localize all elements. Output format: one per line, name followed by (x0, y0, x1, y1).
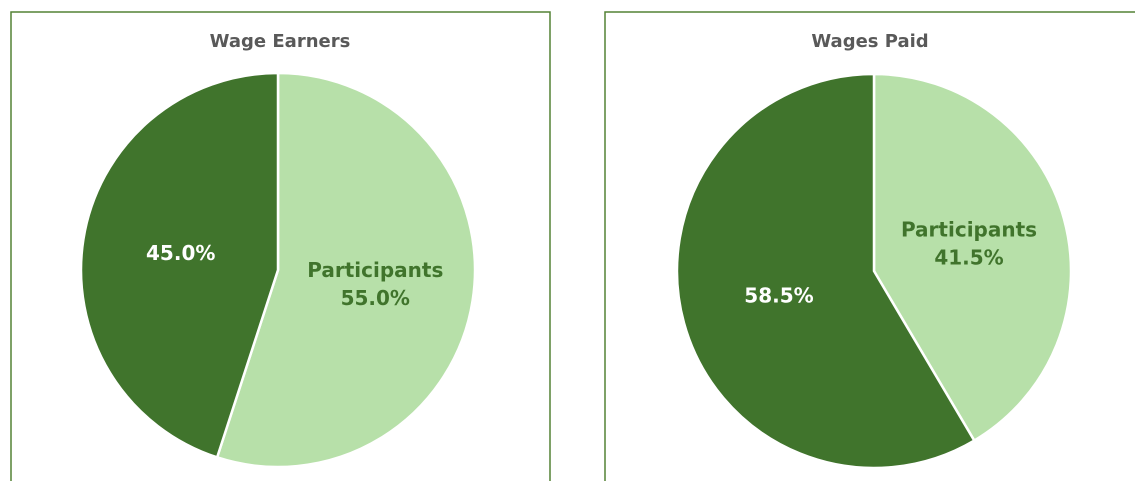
chart-title: Wages Paid (811, 31, 928, 52)
data-label: 58.5% (744, 283, 813, 307)
panel-border (604, 11, 1135, 481)
pie-slice (872, 72, 1073, 443)
chart-title: Wage Earners (210, 31, 351, 52)
panel-border (10, 11, 551, 481)
data-label: 45.0% (146, 241, 215, 265)
data-label-name: Participants (307, 258, 443, 282)
data-label-name: Participants (901, 218, 1037, 242)
pie-slice (675, 72, 976, 470)
pie-slice (79, 71, 280, 459)
data-label: 55.0% (341, 286, 410, 310)
pie-slice (215, 71, 477, 469)
data-label: 41.5% (934, 246, 1003, 270)
